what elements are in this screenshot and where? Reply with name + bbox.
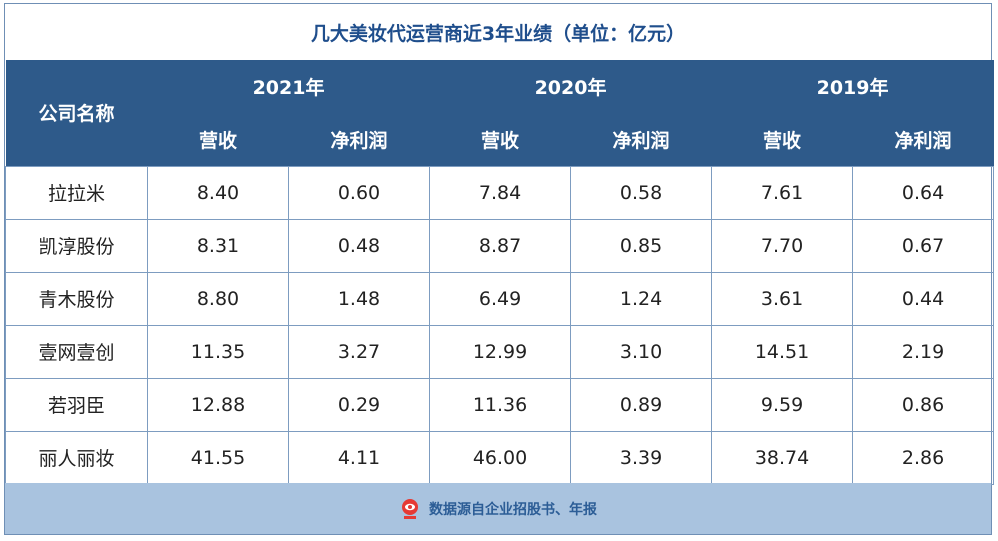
source-footer: 数据源自企业招股书、年报 [5,483,991,534]
profit-header: 净利润 [852,113,994,166]
value-cell: 8.31 [147,218,289,273]
value-cell: 0.64 [852,165,995,220]
value-cell: 0.86 [852,377,995,432]
value-cell: 12.88 [147,377,289,432]
value-cell: 0.89 [570,377,713,432]
value-cell: 0.44 [852,271,995,326]
revenue-header: 营收 [429,113,571,166]
value-cell: 46.00 [429,430,572,485]
value-cell: 14.51 [711,324,854,379]
value-cell: 41.55 [147,430,289,485]
company-name-cell: 凯淳股份 [5,218,148,273]
year-header-2020: 2020年 [429,60,712,113]
table-row: 凯淳股份 8.31 0.48 8.87 0.85 7.70 0.67 [5,218,995,273]
source-text: 数据源自企业招股书、年报 [429,501,597,518]
value-cell: 0.48 [287,218,431,273]
value-cell: 3.27 [287,324,431,379]
value-cell: 3.39 [570,430,713,485]
value-cell: 12.99 [429,324,572,379]
table-title: 几大美妆代运营商近3年业绩（单位：亿元） [310,22,686,45]
revenue-header: 营收 [711,113,853,166]
table-row: 拉拉米 8.40 0.60 7.84 0.58 7.61 0.64 [5,165,995,220]
profit-header: 净利润 [288,113,430,166]
value-cell: 7.84 [429,165,572,220]
value-cell: 0.85 [570,218,713,273]
red-eye-logo-icon [399,498,421,520]
value-cell: 0.60 [287,165,431,220]
value-cell: 7.70 [711,218,854,273]
value-cell: 0.29 [287,377,431,432]
revenue-header: 营收 [147,113,289,166]
value-cell: 3.61 [711,271,854,326]
value-cell: 4.11 [287,430,431,485]
table-row: 青木股份 8.80 1.48 6.49 1.24 3.61 0.44 [5,271,995,326]
company-name-cell: 青木股份 [5,271,148,326]
value-cell: 2.86 [852,430,995,485]
profit-header: 净利润 [570,113,712,166]
value-cell: 9.59 [711,377,854,432]
value-cell: 11.35 [147,324,289,379]
value-cell: 2.19 [852,324,995,379]
value-cell: 1.48 [287,271,431,326]
company-name-header: 公司名称 [5,60,148,166]
table-row: 壹网壹创 11.35 3.27 12.99 3.10 14.51 2.19 [5,324,995,379]
performance-table: 公司名称 2021年 2020年 2019年 营收 净利润 营收 净利润 营收 … [5,60,995,485]
company-name-cell: 壹网壹创 [5,324,148,379]
value-cell: 8.87 [429,218,572,273]
table-frame: 几大美妆代运营商近3年业绩（单位：亿元） 公司名称 2021年 2020年 20… [4,3,995,535]
value-cell: 11.36 [429,377,572,432]
value-cell: 8.80 [147,271,289,326]
value-cell: 1.24 [570,271,713,326]
year-header-2021: 2021年 [147,60,430,113]
company-name-cell: 丽人丽妆 [5,430,148,485]
table-row: 丽人丽妆 41.55 4.11 46.00 3.39 38.74 2.86 [5,430,995,485]
value-cell: 0.67 [852,218,995,273]
value-cell: 38.74 [711,430,854,485]
value-cell: 0.58 [570,165,713,220]
value-cell: 8.40 [147,165,289,220]
value-cell: 6.49 [429,271,572,326]
value-cell: 3.10 [570,324,713,379]
table-row: 若羽臣 12.88 0.29 11.36 0.89 9.59 0.86 [5,377,995,432]
company-name-cell: 若羽臣 [5,377,148,432]
company-name-cell: 拉拉米 [5,165,148,220]
value-cell: 7.61 [711,165,854,220]
year-header-2019: 2019年 [711,60,994,113]
